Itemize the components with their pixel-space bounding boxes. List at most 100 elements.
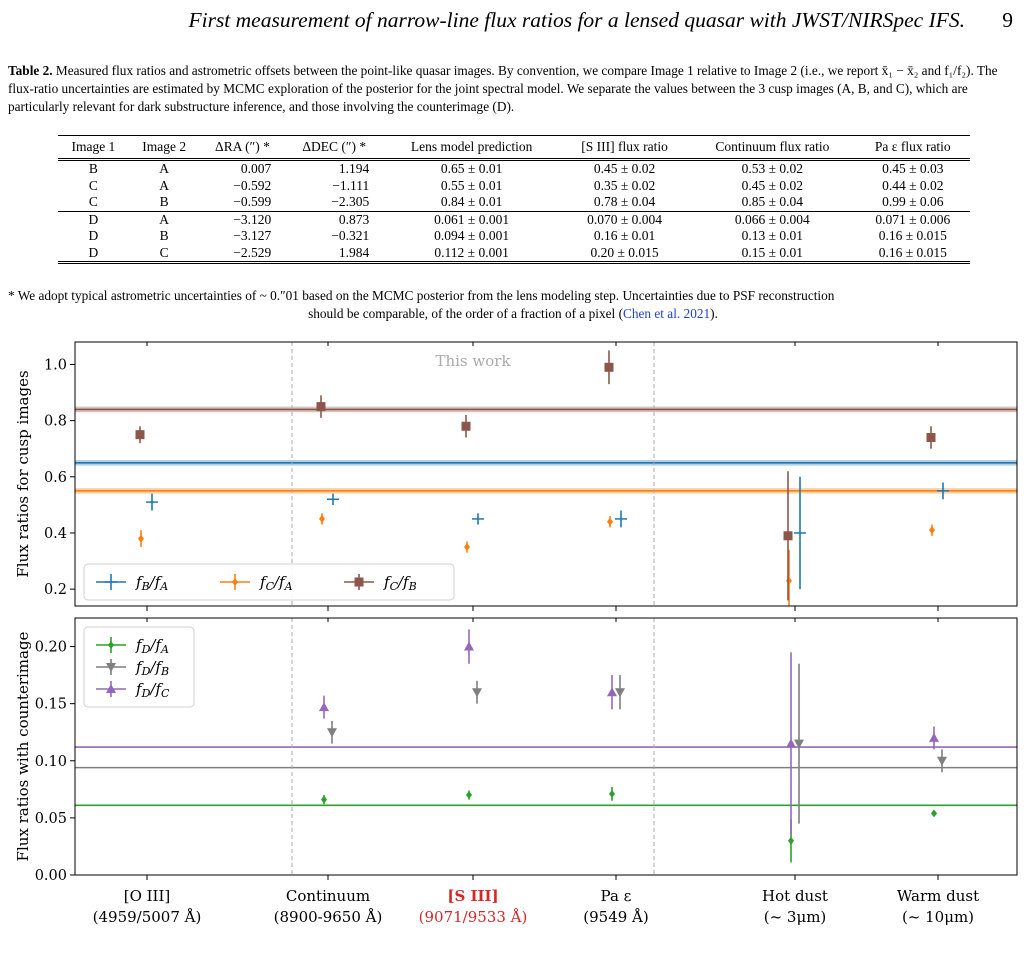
table-cell: −3.120 — [199, 210, 286, 228]
table-cell: −2.529 — [199, 244, 286, 264]
table-cell: 0.78 ± 0.04 — [593, 194, 656, 210]
legend-marker — [232, 578, 238, 586]
data-point — [466, 791, 472, 800]
table-cell: 0.873 — [285, 210, 384, 228]
data-point — [788, 836, 794, 845]
data-point — [321, 795, 327, 804]
table-cell: 0.061 ± 0.001 — [383, 210, 560, 228]
y-tick-label: 0.4 — [44, 526, 67, 542]
running-title: First measurement of narrow-line flux ra… — [188, 8, 965, 32]
data-point — [319, 514, 325, 523]
category-label: Continuum — [286, 887, 370, 905]
table-cell: 1.194 — [338, 161, 370, 177]
table-cell: 0.066 ± 0.004 — [689, 210, 856, 228]
table-cell: D — [88, 228, 99, 244]
table-row: D C −2.529 1.984 0.112 ± 0.001 0.20 ± 0.015 0.… — [58, 244, 970, 264]
page-header: First measurement of narrow-line flux ra… — [0, 8, 1025, 38]
data-point — [316, 402, 326, 412]
data-point — [472, 688, 482, 698]
legend-label: fD/fB — [135, 658, 169, 678]
data-point — [929, 526, 935, 535]
cusp-panel: 0.2 0.4 0.6 0.8 1.0 Flux ratios for cusp imag… — [14, 341, 1018, 611]
flux-ratio-table: Image 1 Image 2 ΔRA (″) * ΔDEC (″) * Lens mo… — [58, 135, 970, 264]
table-cell: −2.305 — [331, 194, 370, 210]
legend-label: fC/fB — [383, 573, 417, 593]
table-header-cell: Continuum flux ratio — [689, 135, 856, 161]
data-point — [138, 534, 144, 543]
table-cell: 0.55 ± 0.01 — [440, 177, 503, 193]
category-sublabel: (~ 10μm) — [902, 908, 974, 926]
data-point — [615, 688, 625, 698]
legend-box — [83, 563, 455, 601]
page-number: 9 — [1002, 8, 1013, 32]
data-point — [926, 432, 936, 442]
legend-marker — [106, 684, 116, 693]
data-point — [609, 789, 615, 798]
table-cell: 0.112 ± 0.001 — [383, 244, 560, 264]
data-point — [607, 687, 617, 697]
citation-link[interactable]: Chen et al. 2021 — [623, 306, 711, 321]
category-sublabel: (4959/5007 Å) — [93, 908, 202, 926]
legend-label: fD/fC — [135, 680, 170, 700]
table-header-row: Image 1 Image 2 ΔRA (″) * ΔDEC (″) * Lens mo… — [58, 135, 970, 161]
table-cell: 0.53 ± 0.02 — [741, 161, 804, 177]
table-cell: 0.007 — [240, 161, 272, 177]
data-point — [929, 732, 939, 742]
data-point — [464, 641, 474, 651]
data-point — [464, 543, 470, 552]
legend-marker — [106, 663, 116, 672]
table-cell: A — [159, 177, 170, 193]
table-cell: 0.45 ± 0.02 — [741, 177, 804, 193]
data-point — [937, 756, 947, 766]
table-cell: 0.85 ± 0.04 — [741, 194, 804, 210]
axes-frame — [74, 617, 1018, 876]
table-cell: −1.111 — [332, 177, 370, 193]
table-header-cell: Image 2 — [128, 135, 200, 161]
data-point — [607, 517, 613, 526]
legend-label: fD/fA — [135, 636, 169, 656]
data-point — [327, 728, 337, 738]
table-cell: 0.16 ± 0.015 — [878, 228, 947, 244]
table-cell: 0.071 ± 0.006 — [855, 210, 970, 228]
table-cell: −3.127 — [233, 228, 272, 244]
category-sublabel: (9549 Å) — [583, 908, 648, 926]
table-row: C A −0.592 −1.111 0.55 ± 0.01 0.35 ± 0.02 0.45… — [58, 178, 970, 195]
footnote-line-2: should be comparable, of the order of a … — [8, 305, 1018, 323]
table-cell: 0.44 ± 0.02 — [882, 177, 944, 193]
table-cell: 0.15 ± 0.01 — [689, 244, 856, 264]
table-cell: B — [159, 228, 169, 244]
table-caption-text: Measured flux ratios and astrometric off… — [8, 63, 998, 114]
table-cell: C — [128, 244, 200, 264]
table-cell: 0.16 ± 0.015 — [855, 244, 970, 264]
data-point — [786, 576, 792, 585]
y-tick-label: 0.05 — [35, 811, 67, 827]
category-label: Pa ε — [601, 887, 632, 905]
y-tick-label: 0.8 — [44, 414, 67, 430]
table-header-cell: [S III] flux ratio — [559, 135, 690, 161]
y-tick-label: 0.15 — [35, 697, 67, 713]
footnote-line-2-post: ). — [710, 306, 718, 321]
table-footnote: * We adopt typical astrometric uncertain… — [8, 287, 1018, 323]
table-cell: D — [58, 244, 129, 264]
y-axis-label: Flux ratios with counterimage — [14, 631, 32, 861]
y-tick-label: 0.10 — [35, 754, 67, 770]
data-point — [794, 739, 804, 749]
table-cell: −0.599 — [233, 194, 272, 210]
table-row: B A 0.007 1.194 0.65 ± 0.01 0.45 ± 0.02 0.53 ±… — [58, 160, 970, 178]
legend-marker — [108, 641, 114, 649]
table-cell: C — [88, 194, 98, 210]
table-label: Table 2. — [8, 63, 53, 78]
data-point — [786, 738, 796, 748]
table-cell: 0.84 ± 0.01 — [440, 194, 503, 210]
table-cell: B — [88, 161, 98, 177]
legend-marker — [354, 577, 364, 587]
category-sublabel: (8900-9650 Å) — [274, 908, 383, 926]
table-cell: −0.321 — [331, 228, 370, 244]
axes-frame — [74, 341, 1018, 607]
data-point — [931, 809, 937, 818]
category-sublabel: (~ 3μm) — [764, 908, 827, 926]
table-cell: 1.984 — [285, 244, 384, 264]
y-tick-label: 0.2 — [44, 582, 67, 598]
